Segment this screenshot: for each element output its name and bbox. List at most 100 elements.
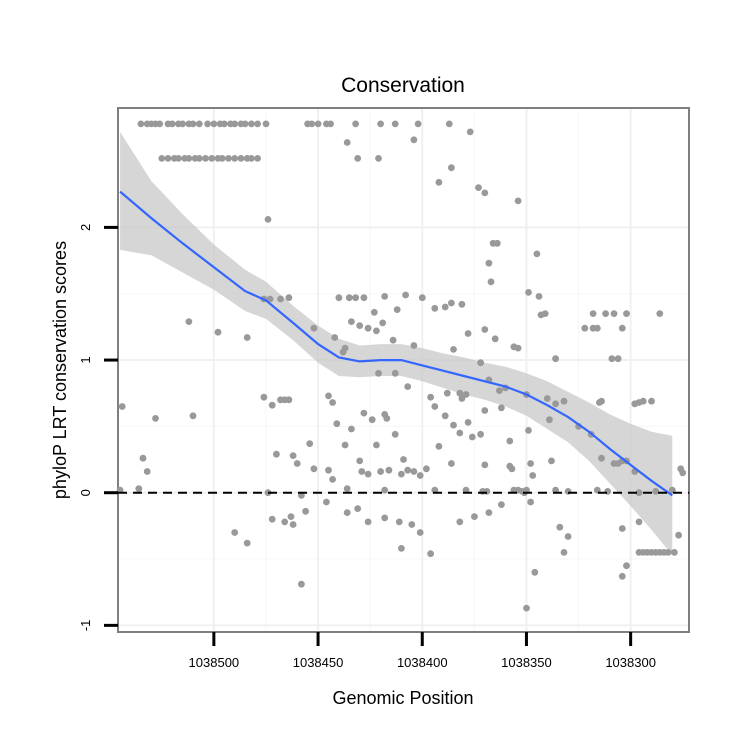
data-point (202, 155, 209, 162)
data-point (356, 457, 364, 465)
data-point (352, 294, 359, 302)
data-point (343, 485, 351, 493)
data-point (404, 383, 412, 390)
data-point (604, 488, 612, 495)
data-point (298, 580, 305, 588)
data-point (395, 518, 403, 526)
data-point (391, 120, 399, 128)
data-point (523, 604, 530, 612)
data-point (370, 308, 378, 316)
data-point (260, 393, 268, 401)
data-point (618, 572, 626, 580)
data-point (195, 155, 203, 162)
y-axis-title: phyloP LRT conservation scores (50, 241, 70, 499)
data-point (564, 533, 572, 540)
data-point (329, 399, 336, 406)
data-point (537, 311, 545, 319)
y-tick-label: 1 (78, 356, 93, 363)
data-point (341, 441, 349, 449)
data-point (118, 403, 126, 410)
data-point (527, 498, 534, 506)
data-point (423, 465, 430, 473)
data-point (195, 120, 203, 128)
data-point (343, 139, 351, 146)
data-point (204, 120, 212, 128)
data-point (354, 505, 362, 512)
data-point (533, 250, 541, 258)
data-point (152, 415, 159, 422)
data-point (352, 120, 359, 128)
data-point (289, 452, 297, 459)
data-point (450, 346, 457, 353)
data-point (368, 416, 376, 424)
data-point (675, 531, 682, 539)
data-point (648, 397, 655, 405)
data-point (377, 120, 384, 128)
data-point (477, 430, 484, 438)
data-point (431, 403, 439, 410)
data-point (427, 393, 434, 401)
data-point (158, 155, 166, 162)
data-point (333, 420, 341, 428)
data-point (552, 355, 559, 363)
data-point (345, 294, 353, 302)
data-point (468, 433, 476, 441)
data-point (560, 397, 568, 405)
data-point (391, 369, 399, 377)
data-point (481, 189, 489, 197)
data-point (293, 460, 301, 467)
data-point (248, 120, 255, 128)
data-point (168, 120, 176, 128)
data-point (525, 289, 532, 296)
data-point (458, 395, 466, 402)
data-point (464, 330, 472, 337)
data-point (210, 120, 218, 128)
data-point (325, 392, 332, 400)
data-point (175, 155, 182, 162)
data-point (593, 324, 601, 332)
data-point (273, 450, 280, 458)
data-point (450, 421, 457, 429)
data-point (493, 239, 501, 247)
x-tick-label: 1038400 (397, 655, 448, 670)
data-point (448, 460, 455, 467)
data-point (441, 303, 449, 311)
data-point (618, 324, 626, 332)
data-point (354, 155, 362, 162)
data-point (364, 518, 372, 526)
data-point (506, 437, 514, 445)
smooth-line-layer (119, 190, 673, 497)
data-point (348, 425, 355, 433)
data-point (360, 409, 368, 417)
data-point (466, 128, 474, 136)
data-point (408, 521, 416, 528)
data-point (529, 472, 537, 479)
data-point (358, 468, 366, 475)
data-point (268, 401, 276, 409)
data-point (268, 515, 276, 523)
data-point (664, 549, 672, 556)
data-point (179, 120, 187, 128)
data-point (364, 470, 372, 478)
data-point (164, 155, 172, 162)
data-point (220, 120, 228, 128)
data-point (514, 344, 522, 352)
data-point (398, 470, 405, 478)
data-point (377, 468, 384, 475)
data-point (389, 336, 397, 344)
data-point (373, 327, 380, 335)
data-point (214, 328, 222, 336)
data-point (400, 456, 407, 463)
data-point (610, 460, 618, 467)
data-point (498, 501, 505, 508)
data-point (514, 197, 522, 205)
data-point (289, 521, 297, 528)
x-tick-label: 1038350 (501, 655, 552, 670)
data-point (264, 216, 272, 223)
data-point (243, 334, 251, 341)
data-point (331, 334, 339, 341)
data-point (431, 304, 439, 312)
data-point (335, 294, 343, 302)
data-point (237, 155, 245, 162)
data-point (543, 395, 551, 402)
